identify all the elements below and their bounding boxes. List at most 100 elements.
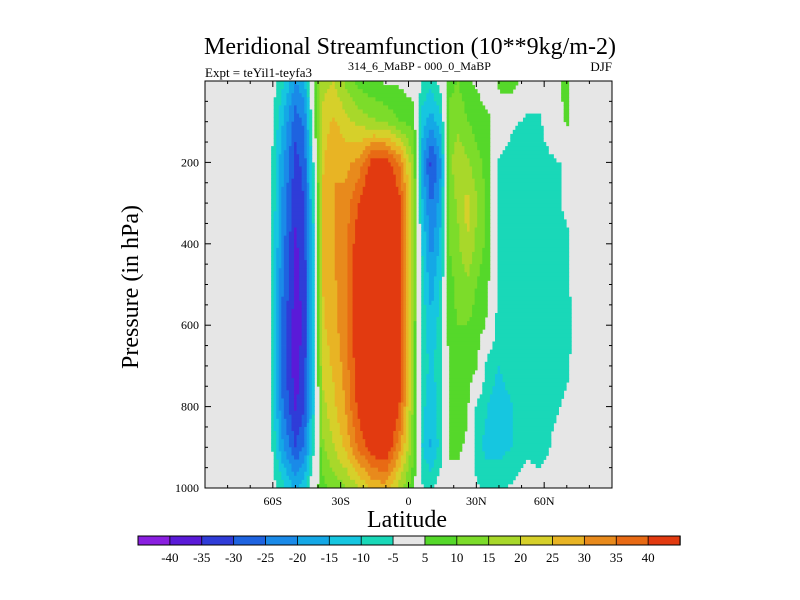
contour-cell xyxy=(316,93,320,98)
contour-cell xyxy=(446,154,450,159)
contour-cell xyxy=(278,178,285,184)
contour-cell xyxy=(411,166,414,171)
contour-cell xyxy=(286,93,292,98)
contour-cell xyxy=(271,260,275,265)
contour-cell xyxy=(306,182,310,188)
contour-cell xyxy=(400,137,409,143)
contour-cell xyxy=(474,133,491,139)
contour-cell xyxy=(428,443,432,448)
contour-cell xyxy=(294,276,300,281)
contour-cell xyxy=(413,357,417,363)
contour-cell xyxy=(286,374,292,379)
contour-cell xyxy=(362,435,394,440)
contour-cell xyxy=(306,97,310,102)
contour-cell xyxy=(413,304,417,310)
colorbar-swatch xyxy=(424,535,458,546)
contour-cell xyxy=(322,406,328,412)
contour-cell xyxy=(446,101,450,106)
contour-cell xyxy=(436,219,442,224)
contour-cell xyxy=(403,251,407,257)
contour-cell xyxy=(408,333,412,338)
contour-cell xyxy=(322,451,328,456)
contour-cell xyxy=(288,247,295,253)
contour-cell xyxy=(497,260,570,265)
contour-cell xyxy=(464,150,481,155)
contour-cell xyxy=(311,231,315,237)
contour-cell xyxy=(423,447,437,452)
contour-cell xyxy=(441,231,445,237)
contour-cell xyxy=(421,337,427,342)
contour-cell xyxy=(400,207,404,212)
contour-cell xyxy=(288,264,295,269)
contour-cell xyxy=(563,113,570,119)
contour-cell xyxy=(276,483,285,489)
contour-cell xyxy=(355,81,384,86)
contour-cell xyxy=(454,296,476,302)
contour-cell xyxy=(464,199,470,204)
contour-cell xyxy=(408,154,414,159)
contour-cell xyxy=(400,418,404,424)
contour-cell xyxy=(299,386,305,391)
contour-cell xyxy=(304,471,310,477)
contour-cell xyxy=(283,243,290,249)
contour-cell xyxy=(436,418,442,424)
contour-cell xyxy=(304,406,308,412)
contour-cell xyxy=(319,308,323,314)
contour-cell xyxy=(291,137,305,143)
contour-cell xyxy=(314,113,318,119)
contour-cell xyxy=(355,186,364,192)
contour-cell xyxy=(347,357,356,363)
contour-cell xyxy=(322,292,338,298)
contour-cell xyxy=(309,308,313,314)
contour-cell xyxy=(281,304,287,310)
contour-cell xyxy=(322,105,343,110)
contour-cell xyxy=(355,361,402,367)
contour-cell xyxy=(405,365,409,371)
contour-cell xyxy=(349,207,359,212)
contour-cell xyxy=(421,260,425,265)
contour-cell xyxy=(309,170,313,176)
contour-cell xyxy=(322,357,331,363)
contour-cell xyxy=(319,475,325,481)
contour-cell xyxy=(421,215,425,220)
contour-cell xyxy=(322,186,336,192)
contour-cell xyxy=(357,105,389,110)
contour-cell xyxy=(294,105,297,110)
contour-cell xyxy=(276,361,280,367)
contour-cell xyxy=(288,251,295,257)
contour-cell xyxy=(403,374,407,379)
contour-cell xyxy=(484,422,514,428)
contour-cell xyxy=(408,349,412,355)
contour-cell xyxy=(405,182,409,188)
contour-cell xyxy=(426,207,437,212)
contour-cell xyxy=(301,117,308,123)
contour-cell xyxy=(286,142,292,147)
contour-cell xyxy=(286,431,295,436)
contour-cell xyxy=(428,150,435,155)
contour-cell xyxy=(413,256,417,261)
contour-cell xyxy=(316,349,320,355)
contour-cell xyxy=(487,353,570,359)
contour-cell xyxy=(324,93,338,98)
contour-cell xyxy=(319,386,323,391)
contour-cell xyxy=(304,105,308,110)
contour-cell xyxy=(484,203,491,208)
contour-cell xyxy=(474,300,488,306)
contour-cell xyxy=(474,178,486,184)
contour-cell xyxy=(436,390,442,395)
contour-cell xyxy=(497,243,570,249)
contour-cell xyxy=(408,325,412,330)
contour-cell xyxy=(306,378,310,383)
contour-cell xyxy=(408,186,412,192)
contour-cell xyxy=(446,194,450,200)
contour-cell xyxy=(469,272,481,277)
contour-cell xyxy=(294,268,300,273)
contour-cell xyxy=(439,239,442,245)
contour-cell xyxy=(294,443,297,448)
contour-cell xyxy=(286,357,292,363)
contour-cell xyxy=(309,121,313,127)
contour-cell xyxy=(309,239,313,245)
contour-cell xyxy=(311,174,315,180)
contour-cell xyxy=(436,207,442,212)
contour-cell xyxy=(421,150,425,155)
